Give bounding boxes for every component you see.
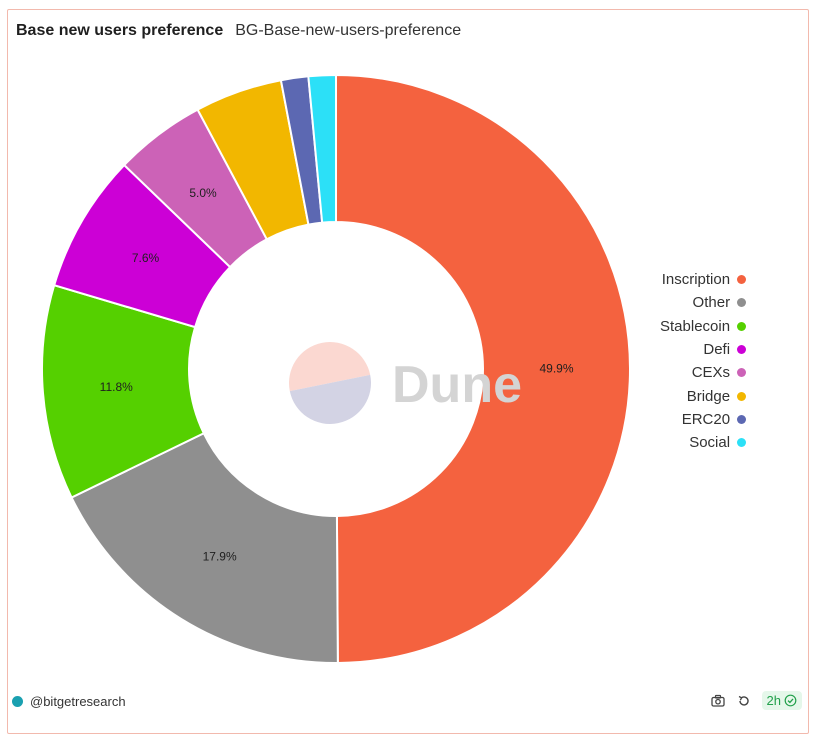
- watermark-logo-top: [289, 342, 371, 392]
- chart-subtitle: BG-Base-new-users-preference: [235, 22, 462, 39]
- legend-item-other[interactable]: Other: [660, 291, 747, 314]
- legend-label: Inscription: [661, 271, 731, 289]
- slice-label-stablecoin: 11.8%: [100, 380, 133, 394]
- legend-item-stablecoin[interactable]: Stablecoin: [660, 315, 747, 338]
- slice-label-group: 49.9% 17.9% 11.8% 7.6% 5.0%: [100, 186, 574, 563]
- slice-group: [41, 73, 631, 665]
- slice-stablecoin[interactable]: [41, 283, 206, 499]
- legend-item-inscription[interactable]: Inscription: [660, 268, 747, 291]
- author-handle[interactable]: @bitgetresearch: [30, 694, 126, 709]
- legend-swatch: [737, 414, 747, 424]
- refresh-icon[interactable]: [736, 693, 752, 709]
- legend-swatch: [737, 368, 747, 378]
- legend-label: Stablecoin: [660, 317, 731, 335]
- legend-item-defi[interactable]: Defi: [660, 338, 747, 361]
- legend-item-cexs[interactable]: CEXs: [660, 361, 747, 384]
- legend-label: Social: [689, 434, 731, 452]
- dune-watermark: Dune: [289, 342, 522, 424]
- legend-swatch: [737, 391, 747, 401]
- legend-swatch: [737, 345, 747, 355]
- author-info: @bitgetresearch: [12, 694, 126, 709]
- slice-inscription[interactable]: [335, 73, 631, 665]
- chart-title: Base new users preference: [16, 22, 224, 39]
- chart-header: Base new users preference BG-Base-new-us…: [16, 22, 461, 40]
- slice-label-cexs: 5.0%: [189, 186, 217, 200]
- slice-label-other: 17.9%: [203, 549, 237, 563]
- legend-item-erc20[interactable]: ERC20: [660, 408, 747, 431]
- author-avatar-icon: [12, 696, 23, 707]
- legend-swatch: [737, 275, 747, 285]
- legend-swatch: [737, 298, 747, 308]
- slice-label-defi: 7.6%: [132, 251, 160, 265]
- legend: Inscription Other Stablecoin Defi CEXs Bridge…: [660, 268, 747, 454]
- legend-swatch: [737, 438, 747, 448]
- legend-label: Defi: [703, 341, 731, 359]
- camera-icon[interactable]: [710, 693, 726, 709]
- legend-item-bridge[interactable]: Bridge: [660, 384, 747, 407]
- watermark-text: Dune: [392, 356, 522, 414]
- slice-label-inscription: 49.9%: [539, 361, 573, 375]
- legend-label: CEXs: [691, 364, 731, 382]
- footer-actions: 2h: [710, 691, 802, 710]
- slice-social[interactable]: [307, 73, 337, 224]
- refresh-age-badge[interactable]: 2h: [761, 691, 802, 710]
- check-circle-icon: [784, 694, 797, 707]
- legend-label: Other: [692, 294, 731, 312]
- legend-label: Bridge: [686, 387, 731, 405]
- legend-item-social[interactable]: Social: [660, 431, 747, 454]
- legend-swatch: [737, 321, 747, 331]
- legend-label: ERC20: [681, 410, 731, 428]
- refresh-age: 2h: [766, 693, 781, 708]
- watermark-logo-bottom: [289, 374, 371, 424]
- slice-other[interactable]: [70, 431, 339, 664]
